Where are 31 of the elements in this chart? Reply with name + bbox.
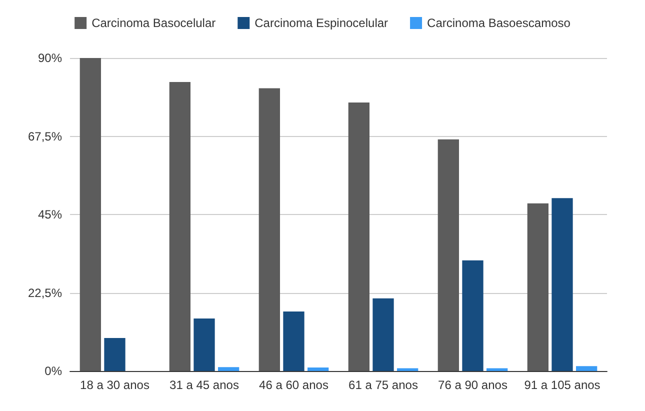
- bar: [80, 58, 101, 371]
- x-tick-label: 76 a 90 anos: [438, 378, 508, 392]
- bar: [104, 338, 126, 371]
- y-tick-label: 0%: [44, 364, 62, 378]
- legend-label: Carcinoma Basocelular: [92, 16, 216, 30]
- bar: [283, 312, 304, 371]
- bar: [438, 139, 459, 371]
- bar: [218, 367, 240, 371]
- y-tick-label: 45%: [38, 208, 62, 222]
- bar: [348, 102, 370, 371]
- legend-label: Carcinoma Basoescamoso: [427, 16, 571, 30]
- bar: [308, 368, 329, 371]
- bar: [258, 88, 280, 371]
- y-tick-label: 67,5%: [28, 129, 62, 144]
- bar: [372, 298, 394, 371]
- x-tick-label: 61 a 75 anos: [348, 378, 418, 392]
- bar: [194, 318, 215, 371]
- bar: [397, 368, 418, 371]
- y-tick-label: 22,5%: [28, 286, 62, 300]
- bar: [527, 203, 548, 371]
- bar: [486, 368, 508, 371]
- bar: [169, 82, 190, 371]
- bar: [576, 366, 598, 371]
- bar: [552, 198, 573, 371]
- legend-label: Carcinoma Espinocelular: [254, 16, 388, 30]
- bar: [462, 260, 484, 371]
- y-tick-label: 90%: [38, 51, 62, 65]
- x-tick-label: 91 a 105 anos: [524, 378, 600, 392]
- x-tick-label: 18 a 30 anos: [80, 378, 150, 392]
- x-tick-label: 46 a 60 anos: [259, 378, 328, 392]
- x-tick-label: 31 a 45 anos: [170, 378, 239, 392]
